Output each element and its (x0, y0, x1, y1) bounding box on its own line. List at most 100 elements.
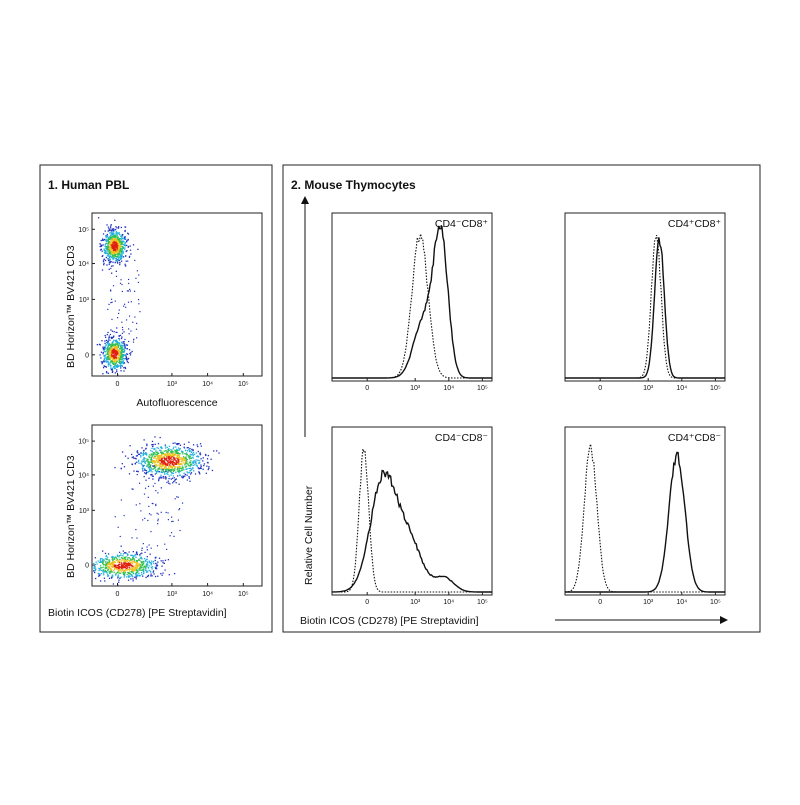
dot (105, 235, 107, 237)
dot (103, 350, 105, 352)
dot (187, 447, 189, 449)
dot (142, 543, 144, 545)
dot (193, 453, 196, 456)
dot (118, 570, 120, 572)
dot (163, 477, 165, 479)
dot (182, 451, 184, 453)
dot (116, 350, 118, 352)
dot (119, 248, 122, 250)
dot (104, 351, 107, 353)
dot (136, 473, 138, 476)
dot (122, 355, 124, 358)
dot (164, 466, 166, 469)
dot (164, 465, 166, 468)
dot (121, 356, 123, 359)
dot (119, 242, 122, 245)
dot (122, 348, 124, 350)
dot (117, 236, 120, 238)
dot (124, 557, 127, 559)
dot (155, 490, 157, 492)
dot (146, 444, 148, 447)
dot (166, 446, 168, 449)
dot (114, 349, 116, 352)
dot (147, 571, 149, 573)
dot (119, 242, 121, 245)
dot (152, 461, 154, 464)
dot (125, 567, 127, 570)
dot (146, 565, 148, 567)
dot (108, 263, 110, 265)
dot (124, 263, 126, 265)
dot (120, 254, 122, 257)
dot (143, 459, 145, 461)
dot (134, 259, 136, 262)
dot (106, 235, 109, 238)
dot (172, 442, 174, 444)
dot (190, 470, 192, 472)
dot (120, 352, 122, 354)
dot (193, 462, 195, 464)
dot (136, 564, 138, 566)
dot (107, 258, 109, 260)
dot (123, 367, 125, 369)
dot (142, 560, 145, 563)
dot (192, 455, 195, 457)
x-tick-label: 0 (598, 385, 602, 392)
dot (126, 553, 128, 555)
dot (163, 458, 166, 460)
dot (143, 562, 145, 564)
dot (109, 570, 112, 572)
dot (104, 334, 106, 337)
dot (141, 573, 143, 576)
dot (112, 357, 114, 359)
dot (167, 463, 169, 466)
dot (155, 450, 157, 452)
dot (120, 257, 123, 260)
dot (112, 258, 114, 260)
dot (121, 290, 123, 293)
dot (104, 354, 106, 356)
dot (111, 301, 113, 303)
dot (178, 470, 180, 472)
dot (108, 355, 110, 357)
dot (183, 458, 185, 460)
dot (107, 553, 110, 555)
dot (117, 561, 120, 563)
dot (153, 457, 155, 459)
dot (176, 468, 179, 470)
dot (156, 451, 158, 454)
dot (109, 339, 111, 342)
dot (120, 247, 122, 249)
dot (110, 350, 112, 352)
dot (136, 562, 138, 564)
dot (176, 455, 179, 457)
dot (158, 557, 161, 559)
dot (189, 464, 191, 466)
dot (176, 451, 178, 453)
dot (182, 475, 184, 477)
dot (114, 240, 117, 243)
dot (170, 454, 172, 456)
dot (119, 561, 121, 563)
dot (112, 341, 114, 343)
dot (115, 238, 117, 240)
dot (114, 358, 117, 360)
dot (176, 448, 178, 451)
dot (116, 351, 119, 354)
dot (150, 562, 152, 565)
dot (146, 454, 148, 456)
dot (111, 239, 114, 242)
dot (146, 575, 149, 577)
dot (109, 367, 112, 369)
dot (120, 242, 122, 244)
dot (177, 519, 180, 521)
dot (111, 337, 113, 340)
dot (202, 457, 204, 459)
dot (99, 561, 102, 563)
dot (138, 568, 140, 570)
dot (200, 465, 202, 468)
dot (124, 366, 126, 369)
dot (124, 238, 126, 240)
dot (179, 467, 182, 469)
dot (159, 476, 161, 478)
